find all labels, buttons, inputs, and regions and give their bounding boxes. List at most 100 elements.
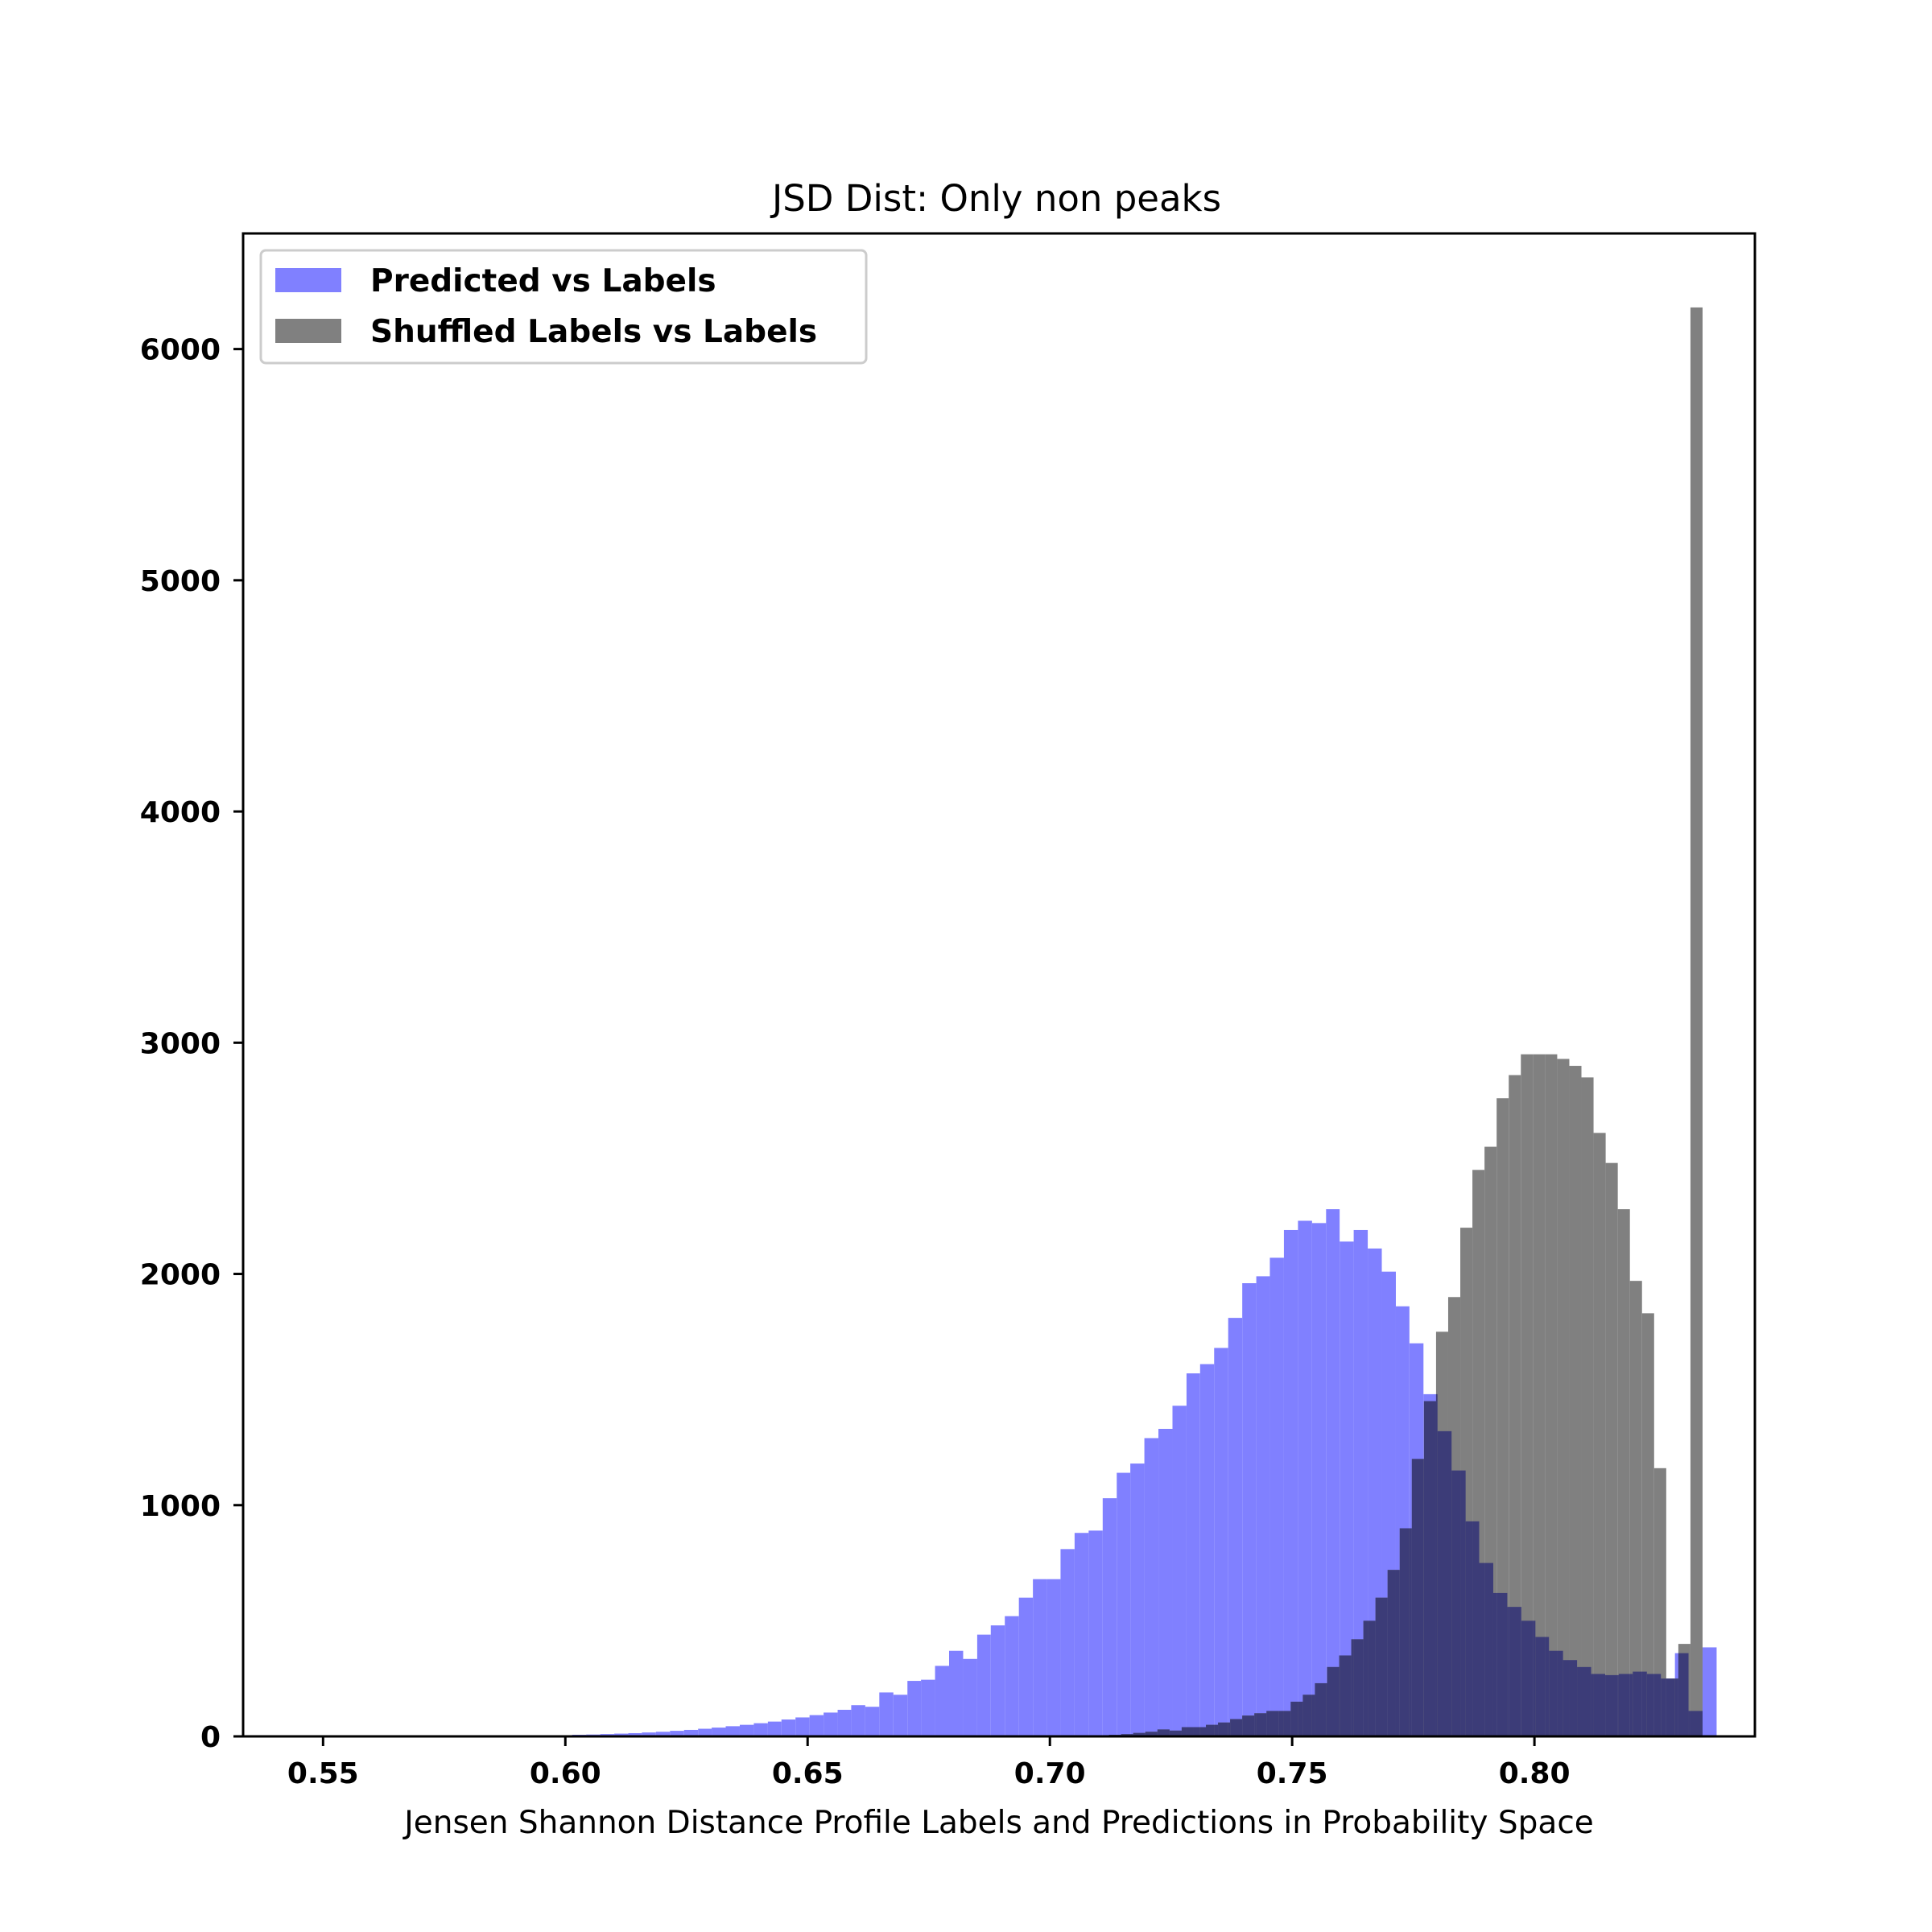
overlap-bar (1399, 1528, 1410, 1736)
overlap-bar (1577, 1666, 1582, 1736)
overlap-bar (1228, 1722, 1231, 1736)
plot-frame (242, 232, 1757, 1738)
overlap-bar (1492, 1592, 1497, 1736)
overlap-bar (1472, 1521, 1480, 1736)
x-tick-label: 0.55 (287, 1757, 359, 1790)
overlap-bar (1509, 1607, 1521, 1736)
predicted-bar (795, 1717, 810, 1736)
predicted-bar (1311, 1223, 1327, 1736)
x-axis: 0.55 0.60 0.65 0.70 0.75 0.80 (287, 1736, 1571, 1790)
predicted-bar (1018, 1597, 1034, 1736)
predicted-bar (976, 1634, 991, 1736)
x-axis-label: Jensen Shannon Distance Profile Labels a… (402, 1805, 1594, 1841)
y-tick-label: 4000 (140, 796, 221, 829)
predicted-bar (1283, 1229, 1298, 1736)
predicted-bar (1186, 1373, 1200, 1736)
overlap-bar (1674, 1678, 1678, 1736)
overlap-bar (1387, 1570, 1396, 1736)
predicted-bar (949, 1650, 964, 1736)
overlap-bar (1298, 1701, 1303, 1736)
overlap-bar (1633, 1671, 1642, 1736)
overlap-bar (1460, 1470, 1466, 1736)
y-tick-label: 6000 (140, 334, 221, 367)
y-axis: 0 1000 2000 3000 4000 5000 6000 (140, 334, 243, 1754)
overlap-bar (1605, 1674, 1606, 1736)
predicted-bar (1046, 1579, 1061, 1736)
predicted-bar (767, 1721, 782, 1736)
y-tick-label: 2000 (140, 1259, 221, 1292)
legend-swatch-predicted (275, 268, 341, 292)
shuffled-bar (1605, 1162, 1618, 1736)
overlap-bar (1214, 1724, 1219, 1736)
predicted-bar (1702, 1647, 1717, 1736)
predicted-bar (1269, 1257, 1284, 1736)
predicted-bar (837, 1709, 852, 1736)
predicted-bar (865, 1707, 880, 1736)
predicted-bar (1088, 1530, 1103, 1736)
shuffled-bar (1569, 1066, 1582, 1736)
overlap-bar (1593, 1674, 1606, 1736)
overlap-bar (1145, 1732, 1158, 1736)
overlap-bar (1569, 1660, 1578, 1736)
shuffled-bar (1557, 1059, 1570, 1736)
shuffled-bar (1593, 1133, 1606, 1736)
overlap-bar (1545, 1637, 1550, 1736)
series-overlap-bars (1096, 1393, 1703, 1736)
shuffled-bar (1641, 1313, 1654, 1736)
predicted-bar (655, 1732, 671, 1736)
overlap-bar (1340, 1655, 1352, 1736)
predicted-bar (1353, 1229, 1368, 1736)
overlap-bar (1617, 1674, 1619, 1736)
legend-box (259, 249, 868, 365)
overlap-bar (1256, 1713, 1267, 1736)
overlap-bar (1302, 1695, 1312, 1736)
predicted-bar (1256, 1276, 1270, 1736)
predicted-bar (935, 1666, 950, 1736)
predicted-bar (1340, 1241, 1354, 1736)
predicted-bar (698, 1728, 712, 1736)
shuffled-bar (1521, 1054, 1534, 1736)
shuffled-bar (1496, 1098, 1509, 1736)
overlap-bar (1411, 1459, 1424, 1736)
overlap-bar (1283, 1711, 1291, 1736)
predicted-bar (1005, 1616, 1019, 1736)
shuffled-bar (1581, 1077, 1594, 1736)
predicted-bar (725, 1726, 740, 1736)
x-tick-label: 0.75 (1257, 1757, 1328, 1790)
x-tick-label: 0.60 (530, 1757, 601, 1790)
predicted-bar (963, 1658, 977, 1736)
overlap-bar (1423, 1459, 1424, 1736)
overlap-bar (1326, 1682, 1327, 1736)
predicted-bar (990, 1625, 1005, 1736)
predicted-bar (1102, 1498, 1117, 1736)
overlap-bar (1666, 1678, 1675, 1736)
overlap-bar (1646, 1674, 1654, 1736)
overlap-bar (1218, 1722, 1228, 1736)
overlap-bar (1688, 1711, 1690, 1736)
overlap-bar (1375, 1597, 1382, 1736)
predicted-bar (879, 1692, 894, 1736)
overlap-bar (1199, 1727, 1207, 1736)
shuffled-bar (1653, 1468, 1666, 1736)
overlap-bar (1327, 1666, 1340, 1736)
predicted-bar (1144, 1438, 1159, 1736)
predicted-bar (1326, 1209, 1340, 1736)
predicted-bar (1199, 1364, 1215, 1736)
overlap-bar (1618, 1674, 1630, 1736)
overlap-bar (1230, 1719, 1243, 1736)
overlap-bar (1653, 1674, 1662, 1736)
overlap-bar (1629, 1674, 1633, 1736)
legend: Predicted vs Labels Shuffled Labels vs L… (259, 249, 868, 365)
shuffled-bar (1545, 1054, 1558, 1736)
overlap-bar (1479, 1563, 1485, 1736)
x-tick-label: 0.65 (772, 1757, 844, 1790)
y-tick-label: 5000 (140, 565, 221, 598)
shuffled-bar (1617, 1209, 1630, 1736)
predicted-bar (1060, 1549, 1075, 1736)
predicted-bar (753, 1723, 768, 1736)
overlap-bar (1557, 1650, 1563, 1736)
shuffled-bar (1509, 1075, 1521, 1736)
overlap-bar (1563, 1660, 1570, 1736)
predicted-bar (1117, 1472, 1131, 1736)
overlap-bar (1269, 1711, 1279, 1736)
